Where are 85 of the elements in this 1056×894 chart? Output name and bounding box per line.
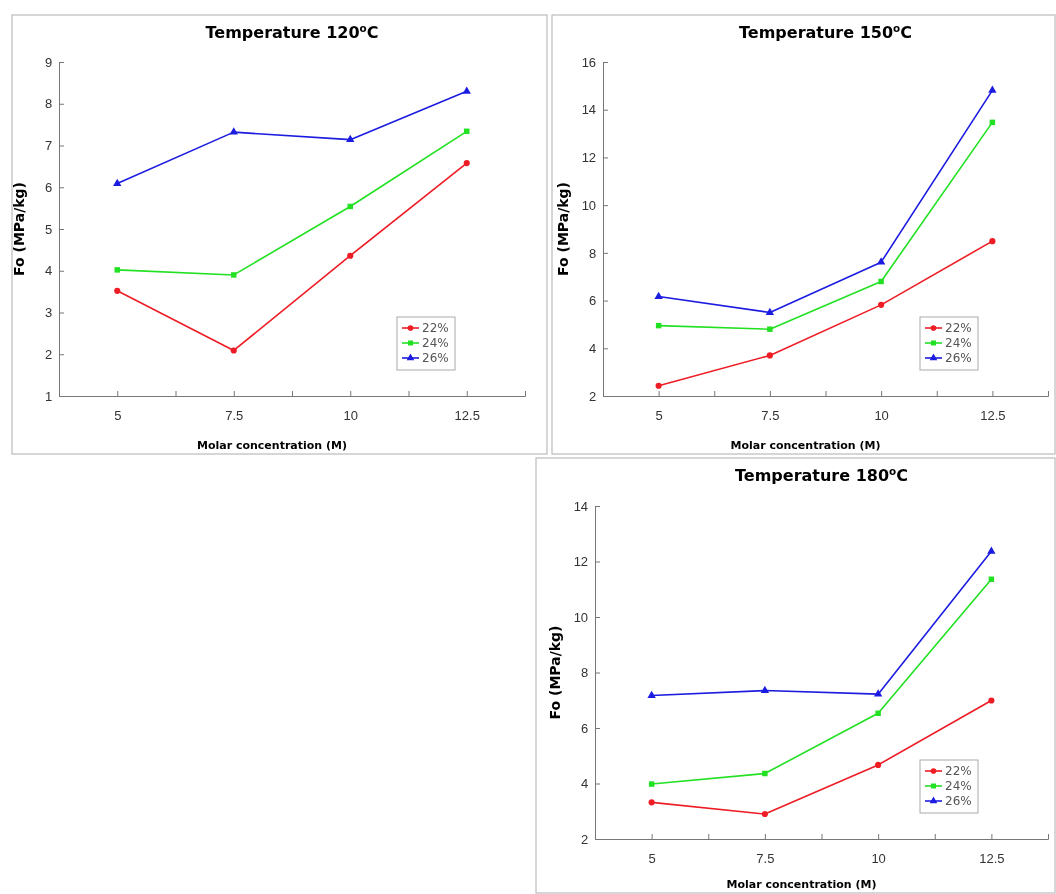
point (654, 291, 663, 299)
y-tick-label: 8 (588, 245, 597, 261)
y-tick-label: 7 (44, 138, 53, 154)
x-tick-label: 12.5 (980, 407, 1006, 423)
point (761, 810, 768, 818)
point (989, 238, 996, 245)
point (876, 257, 886, 265)
point (767, 326, 773, 332)
point (648, 799, 655, 806)
legend-label: 26% (422, 351, 449, 365)
x-tick-label: 7.5 (761, 407, 780, 423)
legend-label: 26% (945, 794, 972, 808)
legend-label: 24% (945, 779, 972, 793)
y-tick-label: 3 (44, 305, 53, 321)
y-axis-title: Fo (MPa/kg) (547, 625, 563, 720)
point (231, 272, 237, 278)
x-axis-title: Molar concentration (M) (726, 878, 877, 891)
point (347, 252, 354, 259)
y-tick-label: 10 (573, 609, 589, 625)
y-tick-label: 4 (580, 776, 589, 792)
point (114, 287, 121, 294)
x-tick-label: 10 (871, 850, 886, 866)
chart-title: Temperature 120$^{o}$C (205, 22, 379, 42)
y-tick-label: 4 (44, 263, 53, 279)
point (875, 710, 881, 717)
point (647, 690, 656, 698)
y-tick-label: 12 (581, 150, 597, 166)
y-tick-label: 5 (44, 221, 53, 237)
chart-title: Temperature 150$^{o}$C (739, 22, 912, 42)
y-tick-label: 4 (588, 340, 597, 356)
y-tick-label: 6 (580, 720, 589, 736)
y-axis-title: Fo (MPa/kg) (555, 182, 571, 276)
y-tick-label: 2 (588, 388, 597, 404)
y-tick-label: 14 (581, 102, 597, 118)
x-axis-title: Molar concentration (M) (730, 439, 881, 452)
point (878, 301, 885, 308)
legend-label: 22% (422, 321, 449, 335)
y-tick-label: 2 (44, 346, 53, 362)
y-tick-label: 16 (581, 54, 597, 70)
point (230, 347, 237, 354)
point (648, 781, 655, 787)
x-tick-label: 12.5 (979, 850, 1005, 866)
y-tick-label: 10 (581, 197, 597, 213)
legend-label: 24% (422, 336, 449, 350)
x-tick-label: 12.5 (454, 407, 480, 423)
point (873, 689, 883, 697)
y-tick-label: 8 (44, 96, 53, 112)
point (113, 178, 122, 186)
x-tick-label: 7.5 (756, 850, 775, 866)
point (987, 546, 996, 554)
point (463, 159, 470, 167)
x-tick-label: 10 (343, 407, 358, 423)
y-tick-label: 14 (573, 498, 589, 514)
y-tick-label: 1 (44, 388, 53, 404)
legend-label: 22% (945, 764, 972, 778)
y-tick-label: 6 (44, 179, 53, 195)
y-tick-label: 2 (580, 831, 589, 847)
legend-label: 24% (945, 336, 972, 350)
x-tick-label: 5 (648, 850, 656, 866)
point (875, 761, 882, 768)
point (765, 307, 775, 315)
y-axis-title: Fo (MPa/kg) (11, 182, 27, 276)
y-tick-label: 9 (44, 54, 53, 70)
point (766, 352, 773, 359)
legend-label: 26% (945, 351, 972, 365)
y-tick-label: 12 (573, 554, 589, 570)
point (114, 267, 120, 273)
chart-title: Temperature 180$^{o}$C (735, 465, 908, 485)
point (655, 382, 662, 389)
legend-label: 22% (945, 321, 972, 335)
point (760, 685, 770, 693)
y-tick-label: 6 (588, 293, 597, 309)
x-tick-label: 5 (114, 407, 122, 423)
x-axis-title: Molar concentration (M) (196, 439, 348, 452)
x-tick-label: 5 (655, 407, 663, 423)
x-tick-label: 7.5 (225, 407, 244, 423)
point (346, 134, 355, 143)
point (462, 86, 471, 94)
point (988, 85, 997, 93)
point (229, 127, 238, 135)
x-tick-label: 10 (874, 407, 889, 423)
point (988, 697, 995, 704)
point (878, 278, 884, 285)
point (762, 770, 768, 777)
y-tick-label: 8 (580, 665, 589, 681)
